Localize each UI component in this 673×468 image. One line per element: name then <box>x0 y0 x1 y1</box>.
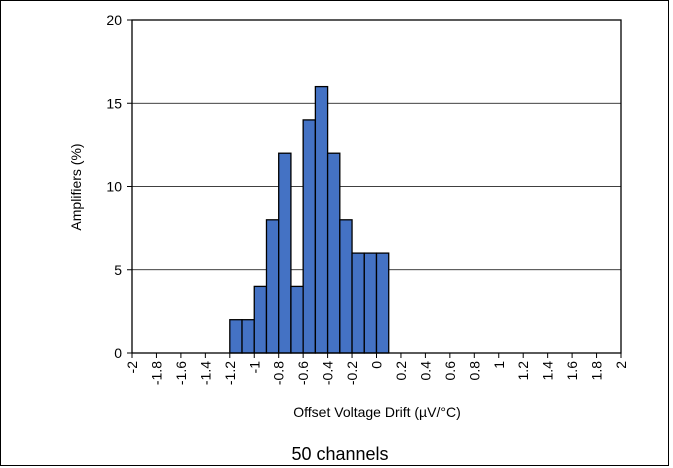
histogram-bars <box>229 85 390 354</box>
y-tick-label: 10 <box>106 179 122 195</box>
x-tick-label: -1.6 <box>173 361 189 385</box>
x-axis-title: Offset Voltage Drift (µV/°C) <box>293 404 460 420</box>
y-tick-label: 0 <box>114 345 122 361</box>
histogram-bar <box>363 252 378 354</box>
x-tick-label: -1.4 <box>197 361 213 385</box>
x-tick-label: 1.2 <box>515 361 531 381</box>
y-axis-title: Amplifiers (%) <box>68 143 84 230</box>
x-tick-label: -0.8 <box>271 361 287 385</box>
gridlines <box>132 102 621 271</box>
y-tick-label: 5 <box>114 262 122 278</box>
x-tick-label: 2 <box>613 361 629 369</box>
x-tick-label: 0 <box>369 361 385 369</box>
x-tick-label: -0.4 <box>320 361 336 385</box>
histogram-bar <box>314 85 329 354</box>
x-axis-ticks: -2 -1.8 -1.6 -1.4 -1.2 -1 -0.8 -0.6 -0.4 -0.2 0 0.2… <box>124 353 629 385</box>
histogram-bar <box>253 285 268 354</box>
histogram-bar <box>278 152 292 354</box>
histogram-bar <box>229 319 243 354</box>
histogram-bar <box>265 219 280 354</box>
x-tick-label: -0.2 <box>344 361 360 385</box>
x-tick-label: -1.8 <box>148 361 164 385</box>
histogram-bar <box>351 252 365 354</box>
x-tick-label: 1.4 <box>540 361 556 381</box>
y-tick-label: 15 <box>106 95 122 111</box>
histogram-bar <box>375 252 390 354</box>
x-tick-label: 1.6 <box>564 361 580 381</box>
chart-caption: 50 channels <box>291 444 388 464</box>
histogram-bar <box>326 152 341 354</box>
y-tick-label: 20 <box>106 12 122 28</box>
histogram-bar <box>302 119 317 354</box>
x-tick-label: -1 <box>246 361 262 374</box>
x-tick-label: 0.4 <box>417 361 433 381</box>
x-tick-label: 0.2 <box>393 361 409 381</box>
x-tick-label: -1.2 <box>222 361 238 385</box>
x-tick-label: -0.6 <box>295 361 311 385</box>
x-tick-label: 0.8 <box>466 361 482 381</box>
x-tick-label: 0.6 <box>442 361 458 381</box>
histogram-bar <box>241 319 255 354</box>
x-tick-label: 1.8 <box>589 361 605 381</box>
y-axis-ticks: 0 5 10 15 20 <box>106 12 132 361</box>
x-tick-label: 1 <box>491 361 507 369</box>
histogram-bar <box>290 285 304 354</box>
histogram-bar <box>339 219 353 354</box>
x-tick-label: -2 <box>124 361 140 374</box>
